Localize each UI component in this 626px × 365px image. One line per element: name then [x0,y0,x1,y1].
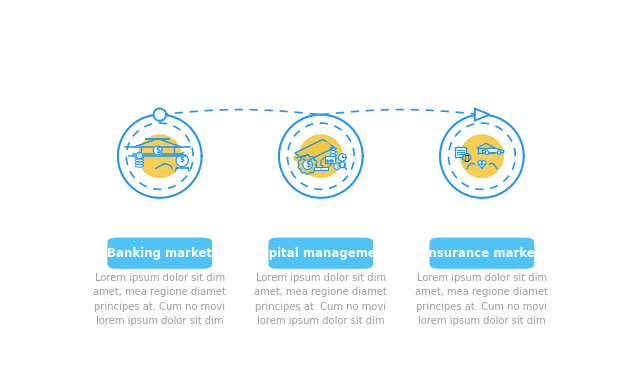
FancyBboxPatch shape [108,238,212,269]
Polygon shape [135,159,143,162]
Polygon shape [339,154,346,161]
FancyBboxPatch shape [429,238,534,269]
Polygon shape [303,160,312,169]
Text: Lorem ipsum dolor sit dim
amet, mea regione diamet
principes at. Cum no movi
lor: Lorem ipsum dolor sit dim amet, mea regi… [93,273,226,326]
Text: €: € [138,153,141,158]
FancyBboxPatch shape [455,147,466,157]
Polygon shape [153,108,166,121]
Text: Banking market: Banking market [107,247,212,260]
Ellipse shape [461,135,503,177]
Text: - 0 -: - 0 - [317,166,325,170]
Polygon shape [485,151,489,154]
Text: Insurance market: Insurance market [424,247,540,260]
Ellipse shape [299,135,342,177]
Text: $: $ [155,146,160,155]
FancyBboxPatch shape [314,167,328,170]
Text: Lorem ipsum dolor sit dim
amet, mea regione diamet
principes at. Cum no movi
lor: Lorem ipsum dolor sit dim amet, mea regi… [416,273,548,326]
Polygon shape [463,154,471,161]
Polygon shape [334,163,341,170]
Polygon shape [136,152,143,159]
Polygon shape [135,161,143,165]
FancyBboxPatch shape [269,238,373,269]
Polygon shape [497,151,501,154]
Polygon shape [483,148,504,153]
Polygon shape [176,154,188,166]
Polygon shape [135,156,143,160]
Text: ✋: ✋ [464,154,469,161]
Polygon shape [298,155,317,174]
Polygon shape [330,147,336,150]
Text: Capital management: Capital management [252,247,390,260]
Text: $: $ [180,157,185,164]
Polygon shape [330,157,336,160]
Polygon shape [295,139,335,161]
Polygon shape [330,154,336,157]
Polygon shape [135,164,143,167]
Ellipse shape [138,135,181,177]
Polygon shape [321,158,331,168]
Polygon shape [475,109,490,120]
Polygon shape [153,146,162,155]
Text: Lorem ipsum dolor sit dim
amet, mea regione diamet
principes at. Cum no movi
lor: Lorem ipsum dolor sit dim amet, mea regi… [254,273,387,326]
Polygon shape [330,150,336,153]
FancyBboxPatch shape [325,156,335,163]
Polygon shape [478,161,486,169]
Text: $: $ [336,164,339,169]
Polygon shape [135,154,143,157]
Text: $: $ [305,160,310,169]
Polygon shape [299,142,331,158]
